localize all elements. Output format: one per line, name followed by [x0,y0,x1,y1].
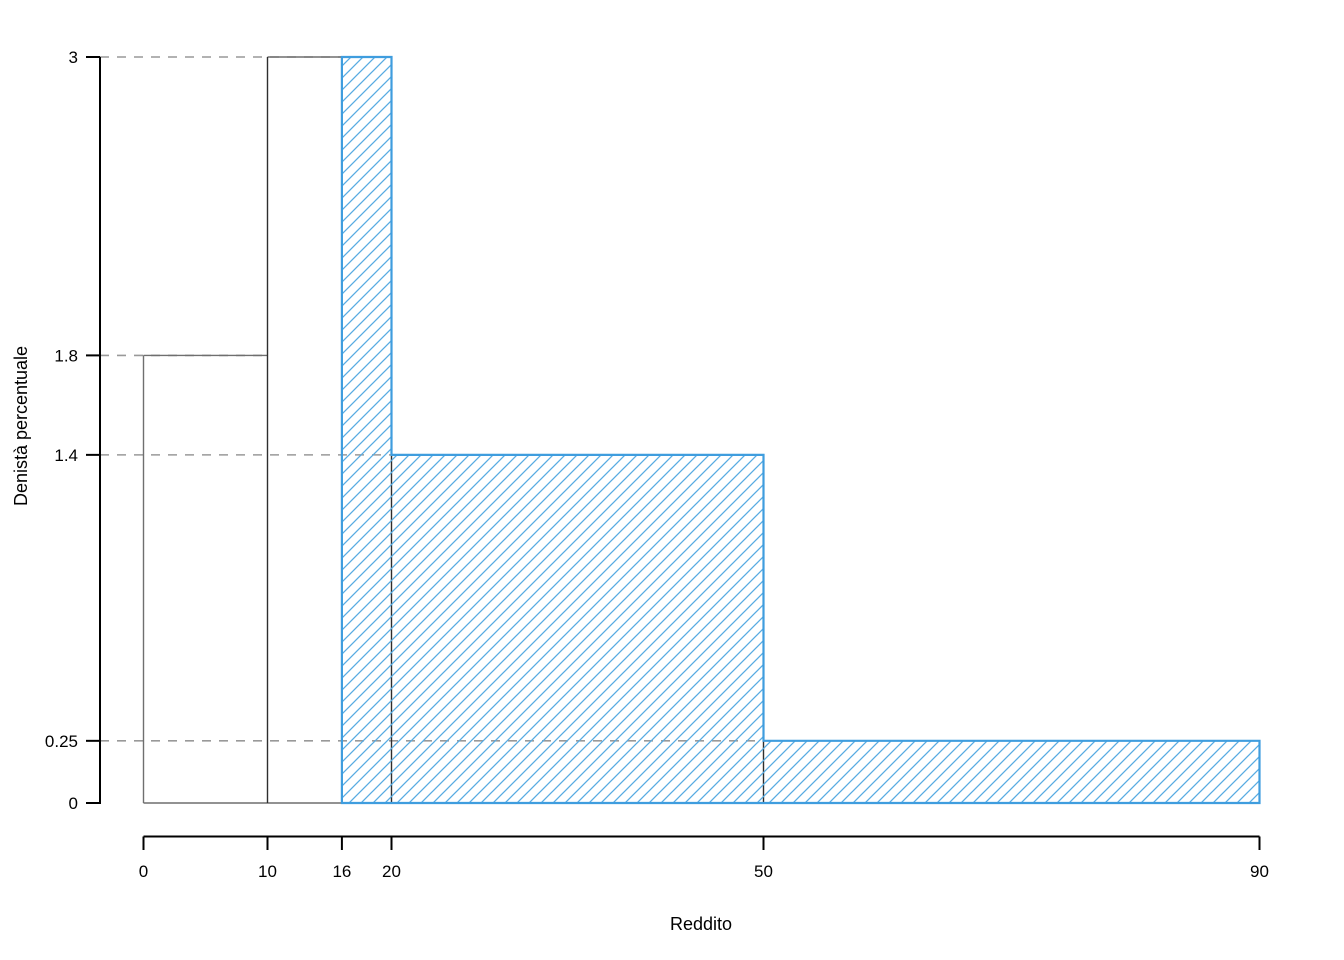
x-tick-label: 50 [754,862,773,881]
x-tick-label: 16 [332,862,351,881]
x-tick-label: 10 [258,862,277,881]
y-tick-label: 1.4 [54,446,78,465]
hatched-highlight-region [340,55,1261,805]
x-tick-label: 90 [1250,862,1269,881]
x-axis: 0 10 16 20 50 90 [139,835,1269,881]
y-axis: 0 0.25 1.4 1.8 3 [45,48,101,813]
y-tick-label: 0 [69,794,78,813]
x-tick-label: 0 [139,862,148,881]
x-axis-title: Reddito [670,914,732,934]
x-tick-label: 20 [382,862,401,881]
y-tick-label: 0.25 [45,732,78,751]
highlight-region-path [340,55,1261,805]
y-tick-label: 1.8 [54,346,78,365]
y-tick-label: 3 [69,48,78,67]
y-axis-title: Denistà percentuale [11,346,31,506]
